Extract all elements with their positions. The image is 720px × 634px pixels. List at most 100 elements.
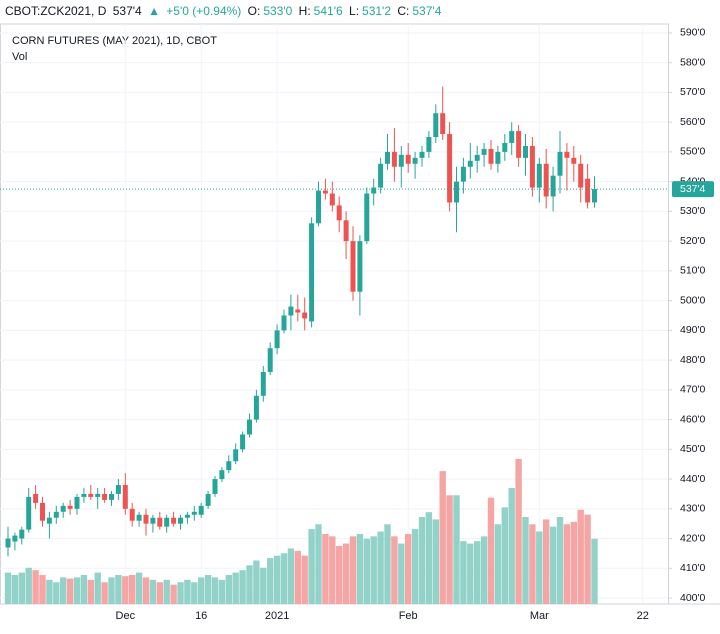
x-tick-label: Dec (116, 610, 136, 622)
change: +5'0 (+0.94%) (166, 4, 242, 18)
candle-body (178, 517, 183, 524)
volume-bar (577, 509, 584, 604)
y-tick-label: 400'0 (680, 592, 706, 604)
candle-body (143, 514, 149, 524)
volume-bar (25, 567, 32, 604)
candle-body (405, 154, 411, 164)
volume-bar (370, 536, 377, 604)
candle-body (46, 517, 52, 524)
candle-body (198, 505, 204, 515)
candle-body (426, 137, 432, 152)
volume-bar (80, 575, 88, 604)
chart-title: CORN FUTURES (MAY 2021), 1D, CBOT (12, 35, 217, 47)
volume-bar (260, 567, 267, 604)
high-label: H: (298, 4, 311, 18)
candle-body (67, 505, 73, 509)
y-tick-label: 420'0 (680, 532, 706, 544)
y-tick-label: 450'0 (680, 443, 706, 455)
volume-bar (494, 524, 502, 604)
y-tick-label: 520'0 (680, 235, 706, 247)
candle-body (447, 134, 453, 203)
candle-body (516, 131, 522, 158)
candle-body (433, 113, 439, 138)
candle-body (240, 434, 246, 450)
volume-bar (384, 524, 391, 604)
close: 537'4 (412, 4, 442, 18)
volume-bar (508, 488, 515, 604)
candle-body (60, 505, 66, 512)
candle-body (578, 163, 584, 188)
candle-body (322, 190, 328, 194)
candle-body (288, 306, 294, 316)
y-tick-label: 410'0 (680, 562, 706, 574)
volume-bar (149, 579, 157, 604)
candle-body (309, 223, 315, 322)
volume-bar (204, 575, 212, 604)
volume-bar (411, 529, 419, 604)
y-tick-label: 470'0 (680, 384, 706, 396)
volume-bar (432, 519, 439, 604)
volume-bar (563, 524, 571, 604)
volume-bar (46, 579, 53, 604)
last-price-tag (672, 181, 714, 198)
volume-bar (556, 517, 564, 604)
volume-bar (439, 471, 446, 604)
volume-bar (405, 533, 412, 604)
candle-body (122, 485, 128, 509)
candle-body (157, 517, 163, 527)
candle-body (53, 511, 59, 518)
volume-bar (246, 565, 253, 604)
volume-bar (218, 579, 226, 604)
candle-body (88, 493, 94, 497)
candle-body (585, 178, 591, 203)
candle-body (502, 142, 508, 152)
x-tick-label: 2021 (265, 610, 289, 622)
candle-body (109, 493, 114, 500)
candle-body (191, 511, 197, 515)
y-tick-label: 510'0 (680, 265, 706, 277)
volume-bar (349, 536, 357, 604)
x-tick-label: Feb (399, 610, 418, 622)
volume-bar (474, 541, 481, 604)
change-arrow: ▲ (148, 4, 160, 18)
candle-body (536, 163, 542, 188)
volume-bar (287, 548, 295, 604)
candle-body (74, 496, 80, 509)
y-tick-label: 460'0 (680, 413, 706, 425)
candle-body (509, 131, 515, 143)
open-label: O: (247, 4, 261, 18)
volume-bar (301, 555, 308, 604)
candle-body (26, 496, 32, 530)
candle-body (523, 145, 528, 158)
volume-bar (308, 529, 315, 604)
candle-body (302, 312, 308, 319)
volume-bar (418, 517, 426, 604)
x-tick-label: 22 (637, 610, 649, 622)
volume-bar (225, 575, 232, 604)
volume-bar (549, 526, 557, 604)
candle-body (205, 493, 211, 506)
volume-bar (156, 582, 163, 604)
candle-body (557, 151, 563, 176)
volume-bar (522, 517, 529, 604)
volume-bar (108, 577, 115, 604)
candle-body (102, 493, 108, 500)
symbol: CBOT:ZCK2021, D (5, 4, 107, 18)
candle-body (343, 220, 349, 242)
volume-bar (336, 546, 343, 604)
volume-bar (487, 497, 495, 604)
candle-body (95, 493, 101, 497)
volume-bar (363, 538, 370, 604)
candle-body (281, 315, 287, 331)
volume-bar (239, 570, 246, 604)
volume-bar (94, 572, 101, 604)
open: 533'0 (263, 4, 293, 18)
volume-bar (377, 531, 384, 604)
y-tick-label: 530'0 (680, 205, 706, 217)
candle-body (253, 395, 259, 420)
volume-bar (177, 582, 184, 604)
candle-body (129, 508, 135, 521)
volume-bar (273, 555, 281, 604)
volume-bar (467, 543, 474, 604)
